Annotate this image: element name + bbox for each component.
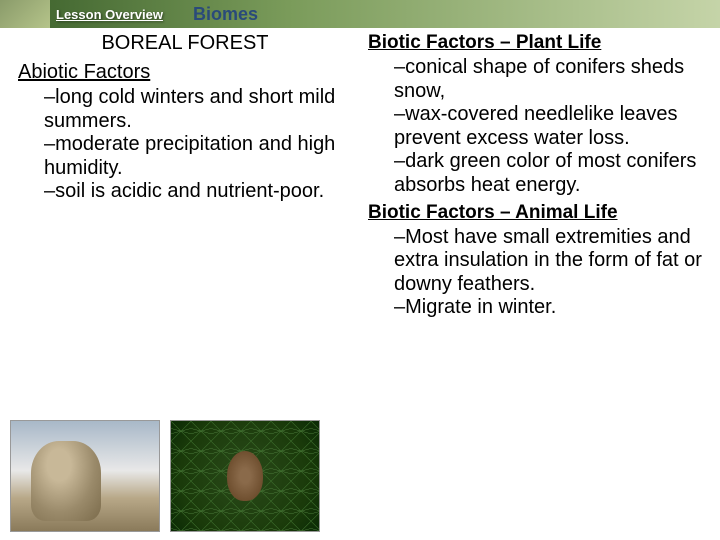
animal-item: –Most have small extremities and extra i… [394, 226, 702, 297]
content-area: BOREAL FOREST Abiotic Factors –long cold… [0, 28, 720, 320]
abiotic-heading: Abiotic Factors [18, 61, 352, 84]
left-column: BOREAL FOREST Abiotic Factors –long cold… [10, 32, 360, 320]
abiotic-list: –long cold winters and short mild summer… [18, 86, 352, 204]
abiotic-item: –long cold winters and short mild summer… [44, 86, 352, 133]
right-column: Biotic Factors – Plant Life –conical sha… [360, 32, 710, 320]
abiotic-item: –soil is acidic and nutrient-poor. [44, 180, 352, 204]
header-thumbnail [0, 0, 50, 28]
plant-list: –conical shape of conifers sheds snow, –… [368, 56, 702, 198]
biome-name: BOREAL FOREST [18, 32, 352, 55]
animal-list: –Most have small extremities and extra i… [368, 226, 702, 320]
image-row [10, 420, 320, 532]
pinecone-image [170, 420, 320, 532]
abiotic-item: –moderate precipitation and high humidit… [44, 133, 352, 180]
plant-item: –dark green color of most conifers absor… [394, 150, 702, 197]
lesson-overview-label: Lesson Overview [56, 7, 163, 22]
plant-heading: Biotic Factors – Plant Life [368, 32, 702, 54]
header-bar: Lesson Overview Biomes [0, 0, 720, 28]
animal-item: –Migrate in winter. [394, 296, 702, 320]
animal-heading: Biotic Factors – Animal Life [368, 202, 702, 224]
plant-item: –wax-covered needlelike leaves prevent e… [394, 103, 702, 150]
biomes-title: Biomes [193, 4, 258, 25]
plant-item: –conical shape of conifers sheds snow, [394, 56, 702, 103]
lynx-image [10, 420, 160, 532]
